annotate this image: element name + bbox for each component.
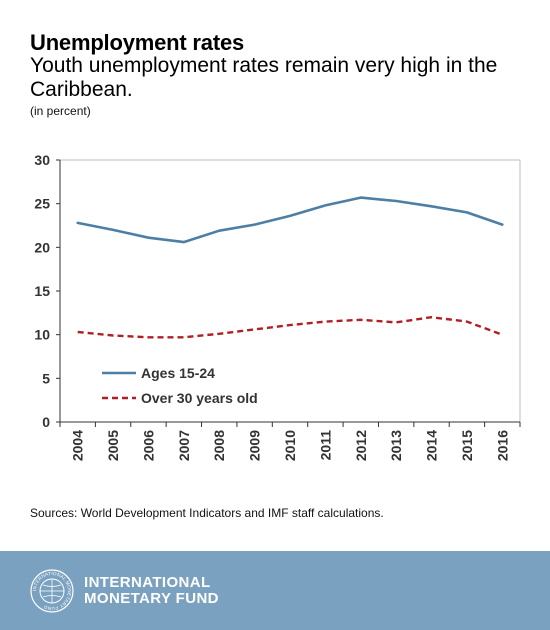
x-tick-label: 2011 [317,430,333,461]
chart-title: Unemployment rates [30,30,245,55]
x-tick-label: 2015 [459,430,475,461]
legend-label: Over 30 years old [141,390,258,406]
x-tick-label: 2008 [211,430,227,461]
x-tick-label: 2006 [140,430,156,461]
x-tick-label: 2014 [424,430,440,461]
legend-label: Ages 15-24 [141,365,215,381]
unit-label: (in percent) [30,104,91,118]
x-tick-label: 2004 [70,430,86,461]
x-tick-label: 2005 [105,430,121,461]
x-tick-label: 2013 [388,430,404,461]
x-tick-label: 2010 [282,430,298,461]
x-tick-label: 2012 [353,430,369,461]
y-tick-label: 10 [34,327,50,343]
org-name: INTERNATIONAL MONETARY FUND [84,575,219,607]
y-tick-label: 20 [34,239,50,255]
source-note: Sources: World Development Indicators an… [30,506,384,520]
chart-subtitle: Youth unemployment rates remain very hig… [30,54,498,101]
y-tick-label: 5 [42,370,50,386]
y-tick-label: 15 [34,283,50,299]
x-tick-label: 2009 [247,430,263,461]
series-line-ages-15-24 [76,196,504,244]
series-line-over-30 [77,316,503,339]
org-name-line1: INTERNATIONAL [84,574,211,591]
x-tick-label: 2007 [176,430,192,461]
y-tick-label: 25 [34,196,50,212]
y-tick-label: 0 [42,414,50,430]
y-tick-label: 30 [34,152,50,168]
x-tick-label: 2016 [494,430,510,461]
footer-bar: INTERNATIONAL MONETARY FUND INTERNATIONA… [0,551,550,630]
line-chart: 0 5 10 15 20 25 30 2004 2005 2006 2007 2008 2009 2010… [34,152,521,461]
imf-seal-icon: INTERNATIONAL MONETARY FUND [30,569,74,613]
org-name-line2: MONETARY FUND [84,590,219,607]
